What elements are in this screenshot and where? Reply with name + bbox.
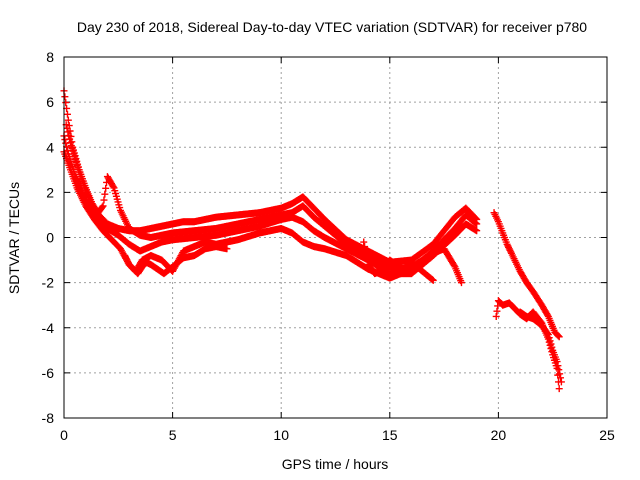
data-point: [63, 110, 71, 118]
data-point: [556, 370, 564, 378]
data-point: [429, 276, 437, 284]
data-point: [63, 124, 71, 132]
chart-title: Day 230 of 2018, Sidereal Day-to-day VTE…: [77, 19, 587, 35]
data-points: [60, 87, 565, 393]
data-point: [555, 385, 563, 393]
data-point: [64, 128, 72, 136]
data-point: [360, 238, 368, 246]
series-track-4: [60, 148, 465, 287]
data-point: [547, 340, 555, 348]
x-tick-labels: 0 5 10 15 20 25: [60, 427, 615, 443]
data-point: [101, 190, 109, 198]
data-point: [493, 307, 501, 315]
data-point: [361, 247, 369, 255]
data-point: [61, 136, 69, 144]
data-point: [554, 332, 562, 340]
data-point: [64, 116, 72, 124]
y-tick-label: -8: [42, 410, 55, 426]
data-point: [544, 331, 552, 339]
data-point: [63, 146, 71, 154]
x-tick-label: 15: [382, 427, 398, 443]
data-point: [223, 245, 231, 253]
data-point: [363, 256, 371, 264]
y-axis-label: SDTVAR / TECUs: [6, 182, 22, 294]
data-point: [555, 366, 563, 374]
y-tick-labels: -8 -6 -4 -2 0 2 4 6 8: [42, 49, 55, 426]
x-axis-label: GPS time / hours: [282, 456, 389, 472]
x-tick-label: 10: [273, 427, 289, 443]
y-tick-label: 4: [46, 139, 54, 155]
series-track-2: [62, 121, 481, 273]
y-tick-label: -6: [42, 365, 55, 381]
data-point: [473, 227, 481, 235]
data-point: [100, 196, 108, 204]
data-point: [553, 358, 561, 366]
data-point: [62, 139, 70, 147]
y-tick-label: 6: [46, 94, 54, 110]
series-track-3: [60, 132, 481, 278]
data-point: [361, 243, 369, 251]
data-point: [554, 362, 562, 370]
data-point: [557, 378, 565, 386]
data-point: [62, 99, 70, 107]
data-point: [544, 311, 552, 319]
data-point: [544, 329, 552, 337]
data-point: [61, 93, 69, 101]
series-track-9: [516, 308, 565, 386]
data-point: [99, 202, 107, 210]
data-point: [473, 220, 481, 228]
y-tick-label: 0: [46, 230, 54, 246]
x-tick-label: 0: [60, 427, 68, 443]
data-point: [545, 334, 553, 342]
y-tick-label: -4: [42, 320, 55, 336]
data-point: [98, 203, 106, 211]
data-point: [548, 343, 556, 351]
series-track-5: [121, 243, 231, 278]
data-point: [507, 248, 515, 256]
y-tick-label: 2: [46, 184, 54, 200]
plot-frame: [63, 56, 608, 419]
data-point: [457, 279, 465, 287]
y-tick-label: 8: [46, 49, 54, 65]
data-point: [109, 182, 117, 190]
data-point: [492, 312, 500, 320]
data-point: [102, 184, 110, 192]
data-point: [557, 374, 565, 382]
series-track-6: [360, 238, 437, 284]
series-track-7: [490, 209, 563, 341]
x-tick-label: 20: [491, 427, 507, 443]
data-point: [546, 337, 554, 345]
x-tick-label: 25: [599, 427, 615, 443]
data-point: [555, 333, 563, 341]
x-tick-label: 5: [169, 427, 177, 443]
y-tick-label: -2: [42, 275, 55, 291]
data-point: [362, 252, 370, 260]
